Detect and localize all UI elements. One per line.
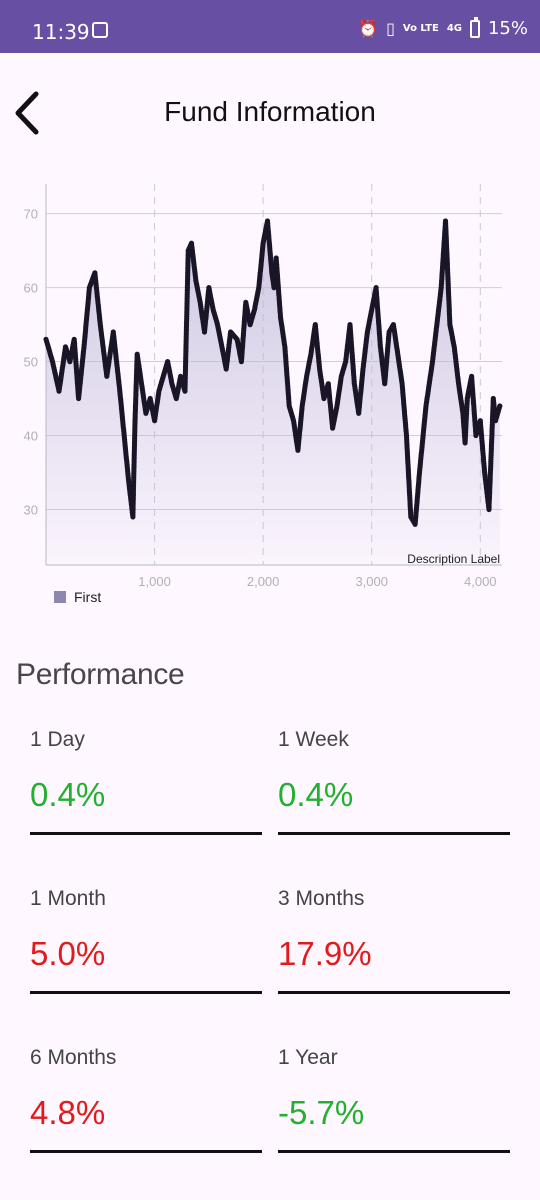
status-bar: 11:39 ⏰ ▯ Vo LTE 4G 15%	[0, 0, 540, 53]
y-tick-label: 40	[24, 429, 38, 444]
status-time: 11:39	[32, 20, 90, 44]
divider	[278, 991, 510, 994]
perf-value: 5.0%	[30, 935, 106, 972]
perf-value: 17.9%	[278, 935, 372, 972]
perf-1-year: 1 Year -5.7%	[278, 1046, 510, 1158]
data-point	[497, 403, 503, 409]
perf-label: 1 Day	[30, 728, 85, 751]
notification-grid-icon	[92, 22, 108, 38]
divider	[278, 832, 510, 835]
chart-svg: 30 40 50 60 70 1,000 2,000 3,000 4,000 Descriptio…	[24, 184, 503, 605]
performance-title: Performance	[16, 658, 185, 691]
y-tick-label: 50	[24, 355, 38, 370]
chevron-left-icon	[15, 91, 39, 135]
x-tick-label: 3,000	[355, 574, 388, 589]
status-icons: ⏰ ▯ Vo LTE 4G 15%	[358, 16, 528, 39]
y-tick-label: 60	[24, 281, 38, 296]
divider	[278, 1150, 510, 1153]
y-tick-label: 30	[24, 503, 38, 518]
perf-value: 0.4%	[278, 776, 354, 813]
legend-swatch	[54, 591, 66, 603]
alarm-icon: ⏰	[358, 19, 379, 38]
series-area	[46, 221, 500, 565]
perf-value: 0.4%	[30, 776, 106, 813]
x-tick-label: 2,000	[247, 574, 280, 589]
perf-label: 1 Week	[278, 728, 349, 751]
perf-label: 1 Year	[278, 1046, 338, 1069]
divider	[30, 832, 262, 835]
divider	[30, 1150, 262, 1153]
x-tick-label: 4,000	[464, 574, 497, 589]
perf-value: 4.8%	[30, 1094, 106, 1131]
y-tick-label: 70	[24, 207, 38, 222]
battery-level: 15%	[487, 18, 528, 39]
perf-1-month: 1 Month 5.0%	[30, 887, 262, 999]
perf-1-day: 1 Day 0.4%	[30, 728, 262, 840]
divider	[30, 991, 262, 994]
perf-3-months: 3 Months 17.9%	[278, 887, 510, 999]
perf-6-months: 6 Months 4.8%	[30, 1046, 262, 1158]
legend-label: First	[74, 589, 101, 605]
vibrate-icon: ▯	[386, 19, 395, 38]
perf-label: 1 Month	[30, 887, 106, 910]
volte-icon: Vo LTE	[402, 22, 439, 34]
battery-icon	[469, 16, 480, 38]
chart-description: Description Label	[407, 552, 500, 566]
fund-chart[interactable]: 30 40 50 60 70 1,000 2,000 3,000 4,000 Descriptio…	[0, 170, 540, 610]
signal-icon: 4G	[446, 22, 462, 34]
back-button[interactable]	[10, 90, 50, 136]
perf-1-week: 1 Week 0.4%	[278, 728, 510, 840]
perf-value: -5.7%	[278, 1094, 365, 1131]
perf-label: 6 Months	[30, 1046, 117, 1069]
x-tick-label: 1,000	[138, 574, 171, 589]
page-title: Fund Information	[164, 96, 376, 127]
perf-label: 3 Months	[278, 887, 365, 910]
